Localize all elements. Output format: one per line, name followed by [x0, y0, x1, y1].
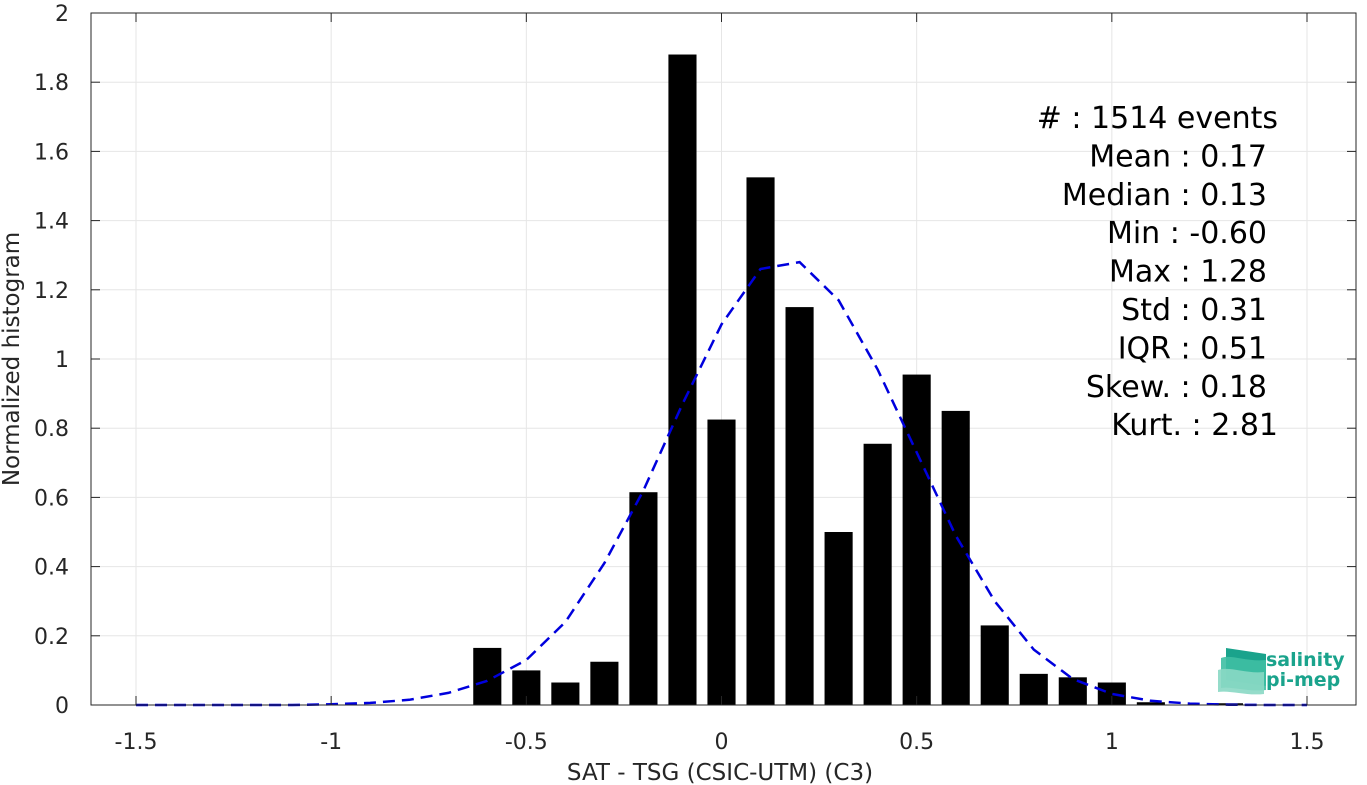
y-tick-label-1: 0.2	[34, 625, 69, 650]
logo-text-salinity: salinity	[1266, 649, 1345, 671]
histogram-bar-16	[1097, 682, 1126, 705]
stat-line-5: Std : 0.31	[1121, 293, 1267, 328]
y-tick-label-8: 1.6	[34, 140, 69, 165]
y-tick-labels: 0 0.2 0.4 0.6 0.8 1 1.2 1.4 1.6 1.8 2	[34, 2, 69, 719]
histogram-bar-7	[746, 177, 775, 706]
histogram-bar-4	[629, 492, 658, 705]
x-tick-label-2: -0.5	[505, 730, 548, 755]
y-tick-label-10: 2	[55, 2, 69, 27]
histogram-bar-13	[980, 625, 1009, 705]
stat-line-2: Median : 0.13	[1062, 178, 1267, 213]
histogram-bar-2	[551, 682, 580, 705]
salinity-pi-mep-logo: salinity pi-mep	[1218, 648, 1345, 695]
histogram-bar-8	[785, 307, 814, 705]
y-tick-label-3: 0.6	[34, 486, 69, 511]
histogram-bar-5	[668, 54, 697, 705]
stat-line-3: Min : -0.60	[1107, 216, 1267, 251]
x-tick-label-5: 1	[1105, 730, 1119, 755]
y-tick-label-6: 1.2	[34, 279, 69, 304]
histogram-bar-14	[1019, 673, 1048, 705]
histogram-bar-9	[824, 532, 853, 705]
logo-text-pi-mep: pi-mep	[1266, 669, 1340, 691]
y-tick-label-9: 1.8	[34, 71, 69, 96]
histogram-bar-17	[1136, 702, 1165, 705]
y-axis-label: Normalized histogram	[0, 232, 25, 486]
x-tick-label-1: -1	[320, 730, 342, 755]
x-tick-label-0: -1.5	[115, 730, 158, 755]
axes-frame	[90, 12, 1357, 706]
x-axis-label: SAT - TSG (CSIC-UTM) (C3)	[567, 760, 873, 785]
stat-line-4: Max : 1.28	[1109, 255, 1267, 290]
x-tick-label-4: 0.5	[899, 730, 934, 755]
x-tick-label-6: 1.5	[1290, 730, 1325, 755]
y-tick-label-2: 0.4	[34, 556, 69, 581]
x-tick-labels: -1.5 -1 -0.5 0 0.5 1 1.5	[115, 730, 1325, 755]
stat-line-1: Mean : 0.17	[1089, 139, 1267, 174]
histogram-bar-3	[590, 661, 619, 705]
stat-line-8: Kurt. : 2.81	[1111, 408, 1278, 443]
y-tick-label-7: 1.4	[34, 210, 69, 235]
histogram-bar-6	[707, 419, 736, 705]
y-tick-label-4: 0.8	[34, 417, 69, 442]
histogram-bar-11	[902, 374, 931, 705]
y-tick-label-0: 0	[55, 694, 69, 719]
stat-line-6: IQR : 0.51	[1118, 331, 1267, 366]
x-tick-label-3: 0	[715, 730, 729, 755]
logo-wave-front	[1218, 668, 1264, 695]
stat-line-7: Skew. : 0.18	[1086, 370, 1267, 405]
y-tick-label-5: 1	[55, 348, 69, 373]
histogram-bar-10	[863, 443, 892, 705]
histogram-bar-12	[941, 410, 970, 705]
stat-line-0: # : 1514 events	[1037, 101, 1278, 136]
